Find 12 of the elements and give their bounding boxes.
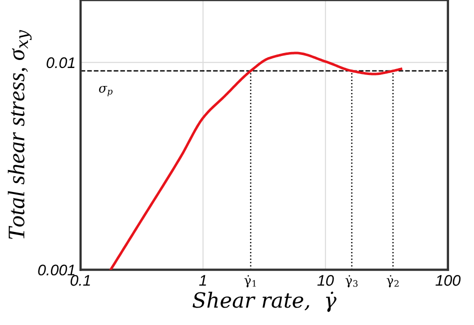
y-tick-label: 0.01 bbox=[46, 57, 74, 68]
annotation: σ$_{p}$ bbox=[99, 86, 113, 96]
x-tick-label: 1 bbox=[199, 275, 206, 286]
x-tick-label: 0.1 bbox=[70, 275, 90, 286]
x-axis-title: Shear rate, γ̇ bbox=[192, 292, 336, 312]
x-tick-label: 10 bbox=[317, 275, 334, 286]
ref-line-label: γ̇$_{1}$ bbox=[244, 275, 256, 288]
x-tick-label: 100 bbox=[436, 275, 461, 286]
y-tick-label: 0.001 bbox=[38, 264, 74, 276]
y-axis-title: Total shear stress, σ$_{xy}$ bbox=[8, 30, 32, 239]
ref-line-label: γ̇$_{3}$ bbox=[345, 275, 358, 288]
ref-line-label: γ̇$_{2}$ bbox=[386, 275, 399, 288]
